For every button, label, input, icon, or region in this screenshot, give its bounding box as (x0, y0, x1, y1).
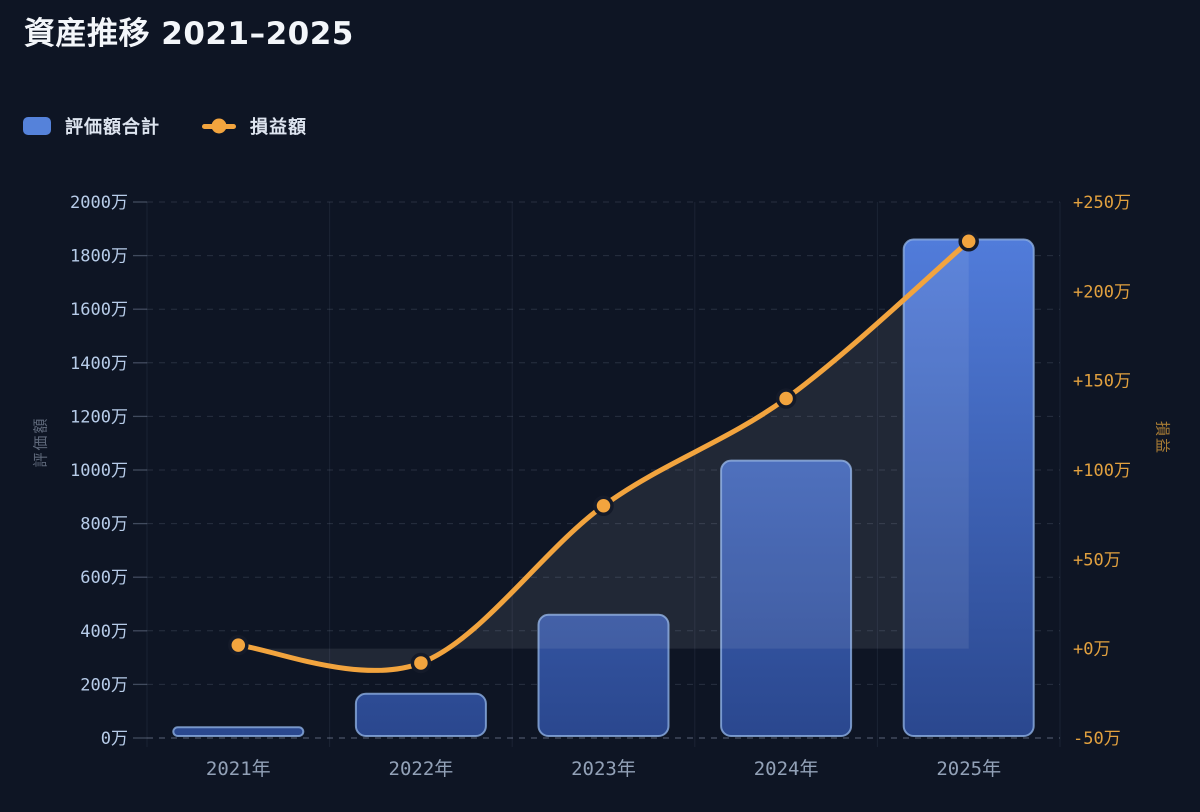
x-axis-label-2021年: 2021年 (206, 758, 271, 780)
legend-item-valuation[interactable]: 評価額合計 (23, 113, 160, 139)
right-axis-label-150: +150万 (1073, 372, 1131, 392)
bar-swatch-icon (23, 117, 51, 135)
right-axis-label-250: +250万 (1073, 193, 1131, 213)
left-axis-label-200: 200万 (80, 675, 128, 695)
left-axis-label-1800: 1800万 (70, 247, 128, 267)
right-axis-label-100: +100万 (1073, 461, 1131, 481)
left-axis-label-1400: 1400万 (70, 354, 128, 374)
bar-2022年[interactable] (354, 692, 487, 738)
left-axis-label-1000: 1000万 (70, 461, 128, 481)
right-axis-label-50: +50万 (1073, 550, 1121, 570)
line-swatch-dot-icon (211, 118, 227, 134)
line-point-2025年[interactable] (958, 231, 979, 252)
line-point-2022年[interactable] (410, 652, 432, 674)
x-axis-label-2022年: 2022年 (389, 758, 454, 780)
bar-2023年[interactable] (537, 613, 670, 737)
x-axis-label-2023年: 2023年 (571, 758, 636, 780)
legend-label-valuation: 評価額合計 (65, 117, 160, 138)
right-axis-label-0: +0万 (1073, 640, 1110, 660)
left-axis-label-800: 800万 (80, 515, 128, 535)
x-axis-label-2025年: 2025年 (936, 758, 1001, 780)
left-axis-label-0: 0万 (101, 729, 128, 749)
left-axis-label-1200: 1200万 (70, 407, 128, 427)
left-axis-label-2000: 2000万 (70, 193, 128, 213)
profit-area (238, 241, 969, 671)
line-point-2023年[interactable] (593, 495, 614, 516)
right-axis-label--50: -50万 (1073, 729, 1121, 749)
bar-2024年[interactable] (720, 459, 853, 737)
legend-label-profit: 損益額 (250, 117, 307, 138)
line-point-2024年[interactable] (775, 388, 797, 409)
legend-item-profit[interactable]: 損益額 (202, 113, 307, 139)
bar-2021年[interactable] (172, 726, 305, 738)
page-title: 資産推移 2021–2025 (24, 16, 354, 52)
line-point-2021年[interactable] (228, 634, 249, 656)
left-axis-label-600: 600万 (80, 568, 128, 588)
left-axis-label-1600: 1600万 (70, 300, 128, 320)
right-axis-label-200: +200万 (1073, 282, 1131, 302)
x-axis-label-2024年: 2024年 (754, 758, 819, 780)
left-axis-label-400: 400万 (80, 622, 128, 642)
line-swatch-icon (202, 118, 236, 134)
legend: 評価額合計 損益額 (23, 112, 307, 140)
